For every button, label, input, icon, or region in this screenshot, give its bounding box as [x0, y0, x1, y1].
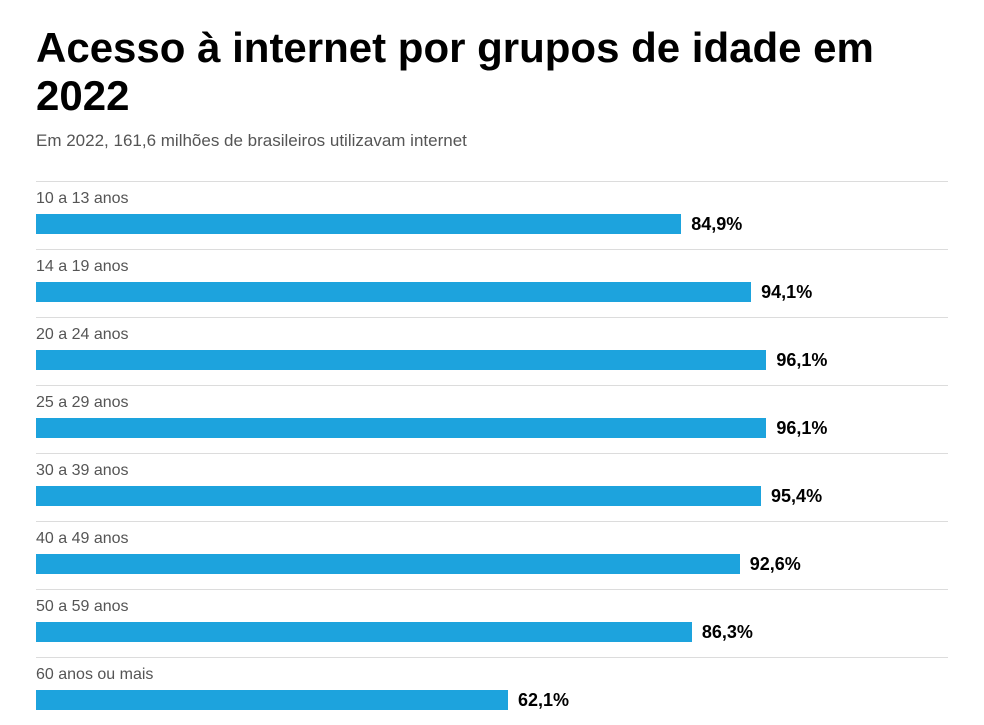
category-label: 14 a 19 anos — [36, 258, 948, 276]
bar — [36, 418, 766, 438]
category-label: 50 a 59 anos — [36, 598, 948, 616]
bar-chart: 10 a 13 anos 84,9% 14 a 19 anos 94,1% 20 a 2… — [36, 181, 948, 725]
value-label: 94,1% — [761, 282, 812, 303]
chart-subtitle: Em 2022, 161,6 milhões de brasileiros ut… — [36, 131, 948, 151]
category-label: 60 anos ou mais — [36, 666, 948, 684]
category-label: 20 a 24 anos — [36, 326, 948, 344]
value-label: 92,6% — [750, 554, 801, 575]
chart-row: 50 a 59 anos 86,3% — [36, 589, 948, 657]
bar-line: 94,1% — [36, 282, 948, 303]
bar — [36, 214, 681, 234]
bar-line: 95,4% — [36, 486, 948, 507]
bar-line: 96,1% — [36, 418, 948, 439]
bar-line: 84,9% — [36, 214, 948, 235]
chart-row: 14 a 19 anos 94,1% — [36, 249, 948, 317]
value-label: 96,1% — [776, 418, 827, 439]
bar-line: 92,6% — [36, 554, 948, 575]
bar — [36, 554, 740, 574]
bar — [36, 486, 761, 506]
chart-row: 20 a 24 anos 96,1% — [36, 317, 948, 385]
category-label: 10 a 13 anos — [36, 190, 948, 208]
chart-row: 60 anos ou mais 62,1% — [36, 657, 948, 725]
value-label: 62,1% — [518, 690, 569, 711]
bar — [36, 690, 508, 710]
category-label: 30 a 39 anos — [36, 462, 948, 480]
value-label: 95,4% — [771, 486, 822, 507]
chart-row: 40 a 49 anos 92,6% — [36, 521, 948, 589]
chart-title: Acesso à internet por grupos de idade em… — [36, 24, 948, 121]
bar-line: 96,1% — [36, 350, 948, 371]
chart-row: 25 a 29 anos 96,1% — [36, 385, 948, 453]
chart-row: 30 a 39 anos 95,4% — [36, 453, 948, 521]
bar — [36, 350, 766, 370]
category-label: 40 a 49 anos — [36, 530, 948, 548]
bar — [36, 282, 751, 302]
value-label: 96,1% — [776, 350, 827, 371]
chart-row: 10 a 13 anos 84,9% — [36, 181, 948, 249]
category-label: 25 a 29 anos — [36, 394, 948, 412]
bar-line: 86,3% — [36, 622, 948, 643]
bar-line: 62,1% — [36, 690, 948, 711]
bar — [36, 622, 692, 642]
value-label: 86,3% — [702, 622, 753, 643]
value-label: 84,9% — [691, 214, 742, 235]
